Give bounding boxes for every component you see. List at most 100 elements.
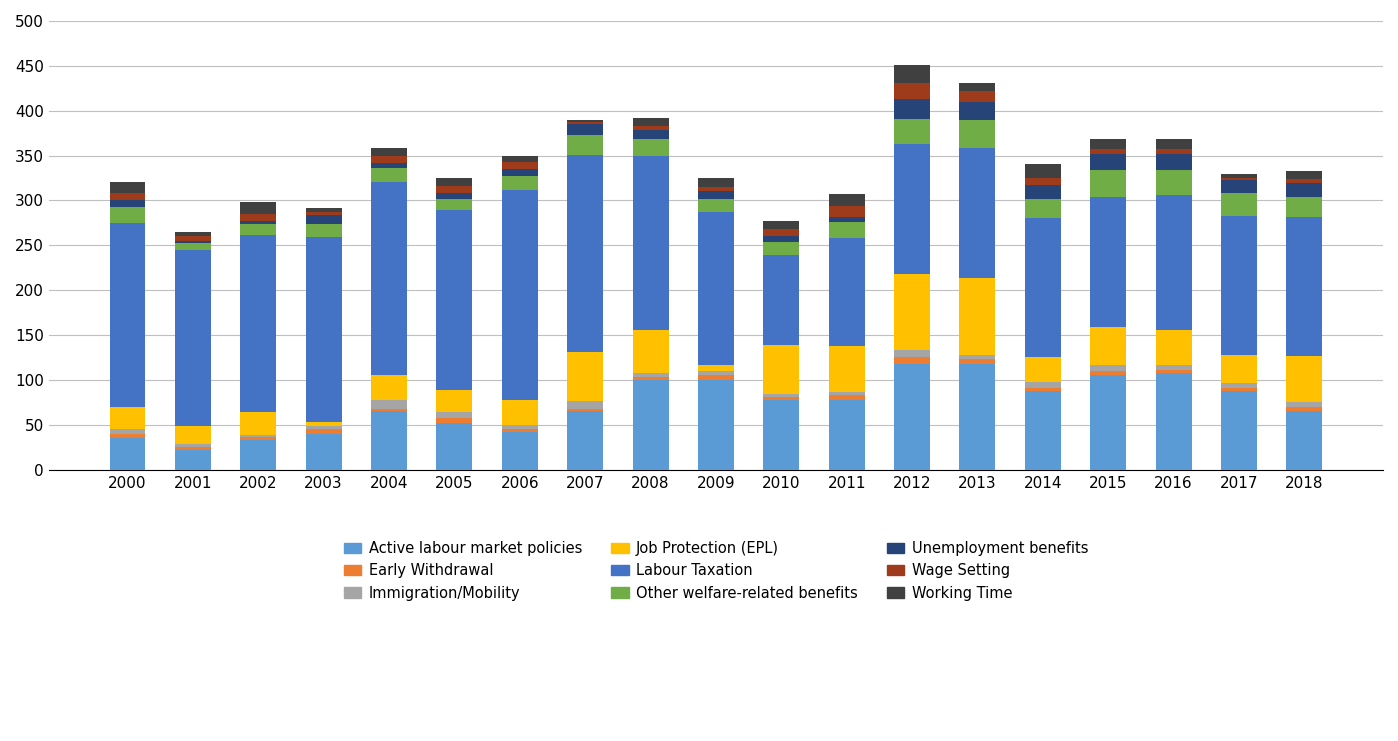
Bar xyxy=(436,210,473,390)
Bar xyxy=(502,169,538,176)
Bar xyxy=(1220,180,1257,193)
Bar xyxy=(1025,219,1061,357)
Bar xyxy=(1025,388,1061,391)
Bar xyxy=(1025,199,1061,219)
Bar xyxy=(895,144,930,274)
Bar xyxy=(1286,183,1323,197)
Bar xyxy=(240,236,277,412)
Bar xyxy=(763,345,800,394)
Bar xyxy=(1090,376,1127,470)
Bar xyxy=(1286,179,1323,183)
Bar xyxy=(1286,411,1323,470)
Bar xyxy=(1220,388,1257,391)
Bar xyxy=(1156,139,1191,149)
Bar xyxy=(1156,330,1191,365)
Bar xyxy=(1156,373,1191,470)
Bar xyxy=(829,216,865,222)
Bar xyxy=(370,408,407,411)
Bar xyxy=(568,122,603,124)
Bar xyxy=(959,83,995,91)
Bar xyxy=(306,207,341,212)
Bar xyxy=(109,223,145,407)
Bar xyxy=(175,236,211,241)
Bar xyxy=(502,162,538,169)
Bar xyxy=(109,438,145,470)
Bar xyxy=(1025,178,1061,185)
Bar xyxy=(568,124,603,135)
Bar xyxy=(1090,149,1127,154)
Bar xyxy=(698,376,734,380)
Bar xyxy=(109,193,145,200)
Bar xyxy=(1220,178,1257,180)
Bar xyxy=(502,432,538,470)
Bar xyxy=(240,440,277,470)
Bar xyxy=(175,242,211,250)
Bar xyxy=(502,425,538,429)
Bar xyxy=(829,395,865,399)
Bar xyxy=(240,214,277,221)
Bar xyxy=(632,373,668,377)
Bar xyxy=(829,194,865,206)
Bar xyxy=(959,148,995,279)
Bar xyxy=(698,365,734,370)
Bar xyxy=(370,156,407,163)
Bar xyxy=(1090,365,1127,370)
Bar xyxy=(502,176,538,190)
Bar xyxy=(1286,407,1323,411)
Bar xyxy=(240,202,277,214)
Bar xyxy=(1090,139,1127,149)
Bar xyxy=(959,91,995,102)
Bar xyxy=(109,207,145,223)
Bar xyxy=(502,156,538,162)
Bar xyxy=(698,380,734,470)
Bar xyxy=(1286,197,1323,216)
Bar xyxy=(436,423,473,470)
Bar xyxy=(829,393,865,395)
Bar xyxy=(436,412,473,419)
Bar xyxy=(568,352,603,402)
Bar xyxy=(1220,391,1257,470)
Bar xyxy=(1025,357,1061,382)
Bar xyxy=(1090,370,1127,376)
Bar xyxy=(763,242,800,255)
Bar xyxy=(1220,383,1257,388)
Bar xyxy=(175,445,211,447)
Bar xyxy=(306,215,341,224)
Bar xyxy=(175,427,211,445)
Bar xyxy=(632,118,668,126)
Bar xyxy=(306,224,341,237)
Bar xyxy=(632,130,668,139)
Bar xyxy=(763,255,800,345)
Bar xyxy=(175,250,211,427)
Bar xyxy=(763,221,800,229)
Bar xyxy=(370,163,407,168)
Bar xyxy=(895,357,930,364)
Bar xyxy=(370,411,407,470)
Bar xyxy=(1156,154,1191,170)
Bar xyxy=(959,120,995,148)
Bar xyxy=(632,126,668,130)
Bar xyxy=(436,178,473,186)
Bar xyxy=(632,380,668,470)
Bar xyxy=(109,182,145,193)
Bar xyxy=(1156,170,1191,195)
Bar xyxy=(895,274,930,350)
Bar xyxy=(240,434,277,437)
Bar xyxy=(568,402,603,408)
Bar xyxy=(895,65,930,83)
Bar xyxy=(632,139,668,156)
Bar xyxy=(959,102,995,120)
Bar xyxy=(240,437,277,440)
Bar xyxy=(306,212,341,215)
Bar xyxy=(632,377,668,380)
Bar xyxy=(1025,164,1061,178)
Bar xyxy=(698,191,734,199)
Bar xyxy=(698,212,734,365)
Bar xyxy=(1286,216,1323,356)
Bar xyxy=(895,364,930,470)
Bar xyxy=(1220,355,1257,383)
Bar xyxy=(175,232,211,236)
Bar xyxy=(829,222,865,238)
Bar xyxy=(306,433,341,470)
Bar xyxy=(959,355,995,359)
